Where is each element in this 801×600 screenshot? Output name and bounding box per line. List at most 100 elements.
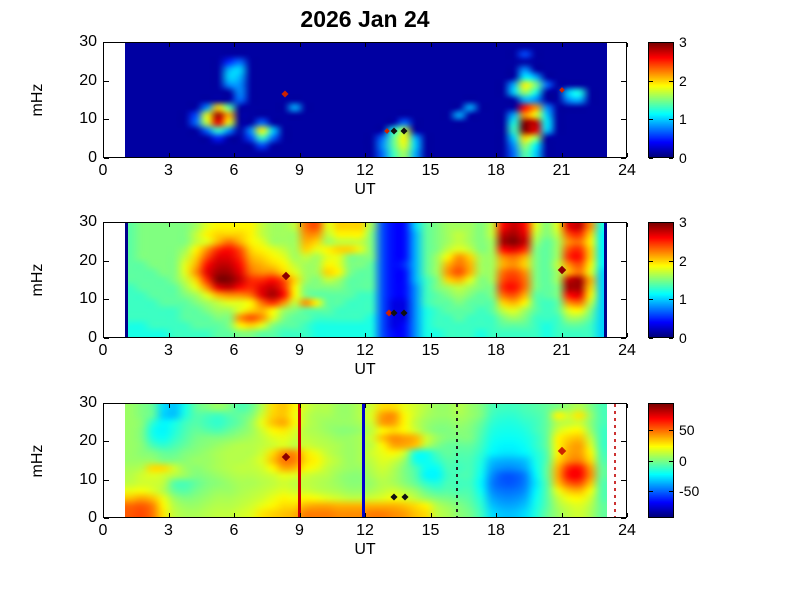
y-tick-left	[104, 403, 109, 404]
y-tick-label: 20	[79, 71, 97, 89]
colorbar-tick-right	[669, 430, 673, 431]
colorbar-tick-label: 2	[679, 72, 687, 89]
colorbar-tick-label: 0	[679, 452, 687, 469]
x-tick-label: 9	[295, 522, 304, 539]
colorbar-tick-right	[669, 42, 673, 43]
y-tick-right	[621, 158, 626, 159]
heatmap-canvas-3	[125, 404, 607, 517]
x-tick-bottom	[430, 153, 432, 157]
colorbar-tick-left	[649, 81, 653, 82]
x-tick-top	[365, 404, 366, 408]
x-tick-label: 3	[164, 522, 173, 539]
y-tick-left	[104, 441, 109, 443]
x-tick-bottom	[561, 333, 563, 337]
x-tick-label: 6	[229, 162, 239, 179]
colorbar-tick-right	[669, 491, 673, 492]
y-axis-label: mHz	[29, 83, 46, 117]
y-tick-label: 20	[79, 432, 97, 450]
x-tick-label: 0	[98, 342, 108, 359]
annotation-vline	[362, 404, 366, 517]
colorbar-tick-left	[649, 299, 653, 300]
colorbar-frame	[648, 42, 674, 158]
colorbar-canvas-3	[649, 404, 673, 517]
y-tick-right	[621, 441, 626, 443]
x-tick-bottom	[168, 513, 170, 517]
x-tick-label: 3	[164, 342, 173, 359]
colorbar-tick-right	[669, 158, 673, 159]
colorbar-tick-label: 1	[679, 291, 687, 308]
x-tick-bottom	[561, 153, 563, 157]
y-tick-left	[104, 42, 109, 43]
y-tick-right	[621, 119, 626, 121]
x-tick-bottom	[299, 513, 301, 517]
colorbar-tick-right	[669, 81, 673, 82]
x-tick-top	[299, 223, 301, 227]
y-tick-right	[621, 42, 626, 43]
y-tick-label: 30	[79, 33, 97, 50]
heatmap-canvas-1	[125, 43, 607, 157]
y-tick-label: 30	[79, 213, 97, 230]
x-tick-top	[103, 404, 104, 408]
x-tick-top	[234, 43, 235, 47]
axis-frame	[103, 403, 627, 518]
y-tick-right	[621, 338, 626, 339]
colorbar-tick-left	[649, 261, 653, 262]
y-tick-label: 10	[79, 470, 97, 488]
colorbar-tick-left	[649, 119, 653, 120]
x-tick-bottom	[234, 513, 235, 517]
x-tick-top	[430, 404, 432, 408]
x-tick-bottom	[365, 153, 366, 157]
colorbar-tick-label: 3	[679, 214, 687, 230]
axis-frame	[103, 222, 627, 338]
x-tick-top	[168, 43, 170, 47]
heatmap-canvas-2	[125, 223, 607, 337]
y-tick-left	[104, 260, 109, 262]
x-tick-top	[430, 43, 432, 47]
colorbar-tick-right	[669, 261, 673, 262]
colorbar-tick-right	[669, 222, 673, 223]
y-tick-right	[621, 403, 626, 404]
x-tick-bottom	[430, 513, 432, 517]
x-tick-label: 15	[421, 162, 440, 179]
x-tick-label: 24	[618, 342, 636, 359]
y-axis-label: mHz	[29, 444, 46, 477]
x-tick-top	[365, 43, 366, 47]
x-tick-label: 12	[356, 342, 374, 359]
colorbar-tick-label: 0	[679, 150, 687, 166]
y-tick-label: 10	[79, 110, 97, 128]
x-axis-label: UT	[354, 541, 376, 558]
x-tick-top	[561, 223, 563, 227]
x-tick-bottom	[168, 333, 170, 337]
x-tick-label: 6	[229, 342, 239, 359]
colorbar-tick-left	[649, 461, 653, 462]
annotation-vline	[603, 223, 607, 337]
x-tick-bottom	[561, 513, 563, 517]
x-tick-top	[168, 223, 170, 227]
colorbar-tick-left	[649, 42, 653, 43]
x-tick-bottom	[365, 333, 366, 337]
annotation-vline	[613, 404, 616, 517]
x-tick-top	[627, 223, 628, 227]
x-tick-bottom	[496, 333, 497, 337]
y-tick-left	[104, 518, 109, 519]
annotation-vline	[124, 223, 128, 337]
colorbar-tick-left	[649, 338, 653, 339]
x-tick-label: 6	[229, 522, 239, 539]
colorbar-tick-label: 1	[679, 111, 687, 128]
y-tick-left	[104, 158, 109, 159]
y-tick-label: 30	[79, 394, 97, 411]
x-tick-label: 15	[421, 342, 440, 359]
x-tick-top	[103, 223, 104, 227]
y-tick-label: 20	[79, 251, 97, 269]
colorbar-tick-label: -50	[679, 482, 700, 499]
colorbar-tick-label: 2	[679, 252, 687, 269]
colorbar-tick-left	[649, 222, 653, 223]
x-tick-top	[496, 404, 497, 408]
x-tick-label: 9	[295, 342, 304, 359]
x-tick-top	[627, 43, 628, 47]
x-tick-top	[561, 404, 563, 408]
colorbar-tick-left	[649, 158, 653, 159]
y-tick-left	[104, 299, 109, 301]
y-tick-right	[621, 260, 626, 262]
colorbar-tick-label: 3	[679, 34, 687, 50]
